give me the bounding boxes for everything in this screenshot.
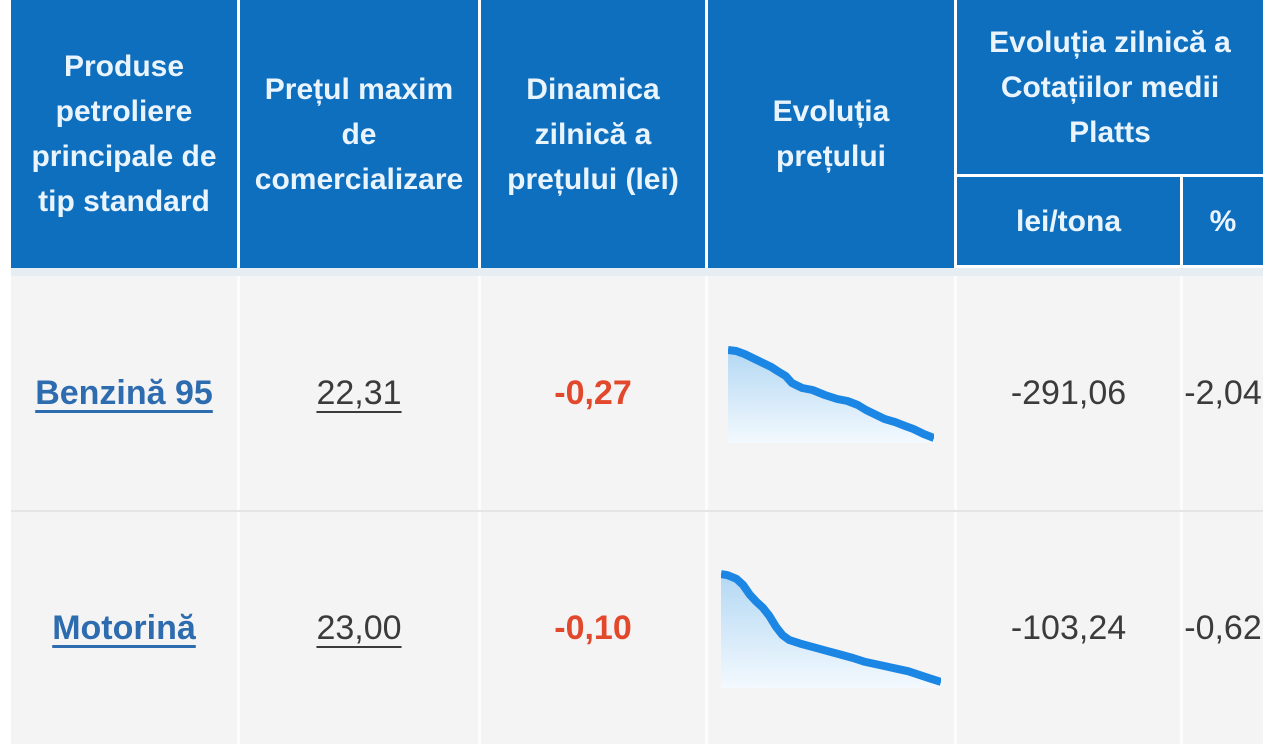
cell-price-trend: [708, 512, 957, 744]
cell-max-price: 22,31: [240, 276, 481, 510]
platts-lei-tona-value: -291,06: [1010, 373, 1127, 412]
cell-platts-lei-tona: -103,24: [957, 512, 1183, 744]
platts-percent-value: -2,04: [1184, 373, 1262, 412]
cell-price-trend: [708, 276, 957, 510]
cell-daily-change: -0,27: [481, 276, 708, 510]
cell-product: Motorină: [11, 512, 240, 744]
platts-percent-value: -0,62: [1184, 608, 1262, 647]
price-trend-sparkline: [728, 346, 934, 443]
header-platts-percent-label: %: [1209, 204, 1237, 238]
header-platts-percent: %: [1183, 177, 1263, 265]
price-trend-sparkline: [721, 570, 941, 688]
header-price-evolution-label: Evoluția prețului: [772, 95, 890, 173]
header-platts-title: Evoluția zilnică a Cotațiilor medii Plat…: [957, 0, 1263, 177]
header-platts-group: Evoluția zilnică a Cotațiilor medii Plat…: [957, 0, 1263, 268]
cell-platts-lei-tona: -291,06: [957, 276, 1183, 510]
max-price-value[interactable]: 23,00: [316, 608, 402, 647]
fuel-prices-table: Produse petroliere principale de tip sta…: [11, 0, 1263, 744]
cell-platts-percent: -0,62: [1183, 512, 1263, 744]
header-price-evolution-column: Evoluția prețului: [708, 0, 957, 268]
header-platts-lei-tona: lei/tona: [957, 177, 1183, 265]
product-link[interactable]: Motorină: [52, 608, 196, 647]
max-price-value[interactable]: 22,31: [316, 373, 402, 412]
page: Produse petroliere principale de tip sta…: [11, 0, 1263, 744]
platts-lei-tona-value: -103,24: [1010, 608, 1127, 647]
cell-daily-change: -0,10: [481, 512, 708, 744]
header-daily-dynamic-label: Dinamica zilnică a prețului (lei): [507, 72, 679, 196]
header-platts-subcolumns: lei/tona %: [957, 177, 1263, 265]
header-products-label: Produse petroliere principale de tip sta…: [31, 50, 217, 218]
table-row-benzina-95: Benzină 95 22,31 -0,27 -291,06 -2,04: [11, 276, 1263, 510]
cell-product: Benzină 95: [11, 276, 240, 510]
header-daily-dynamic-column: Dinamica zilnică a prețului (lei): [481, 0, 708, 268]
header-max-price-column: Prețul maxim de comercializare: [240, 0, 481, 268]
daily-change-value: -0,10: [554, 608, 632, 647]
header-divider-band: [11, 268, 1263, 276]
table-body: Benzină 95 22,31 -0,27 -291,06 -2,04: [11, 276, 1263, 744]
table-row-motorina: Motorină 23,00 -0,10 -103,24 -0,62: [11, 510, 1263, 744]
header-platts-lei-tona-label: lei/tona: [1015, 204, 1121, 238]
cell-platts-percent: -2,04: [1183, 276, 1263, 510]
header-max-price-label: Prețul maxim de comercializare: [254, 72, 464, 196]
header-platts-title-label: Evoluția zilnică a Cotațiilor medii Plat…: [989, 25, 1231, 149]
product-link[interactable]: Benzină 95: [35, 373, 213, 412]
header-products-column: Produse petroliere principale de tip sta…: [11, 0, 240, 268]
cell-max-price: 23,00: [240, 512, 481, 744]
table-header: Produse petroliere principale de tip sta…: [11, 0, 1263, 268]
daily-change-value: -0,27: [554, 373, 632, 412]
